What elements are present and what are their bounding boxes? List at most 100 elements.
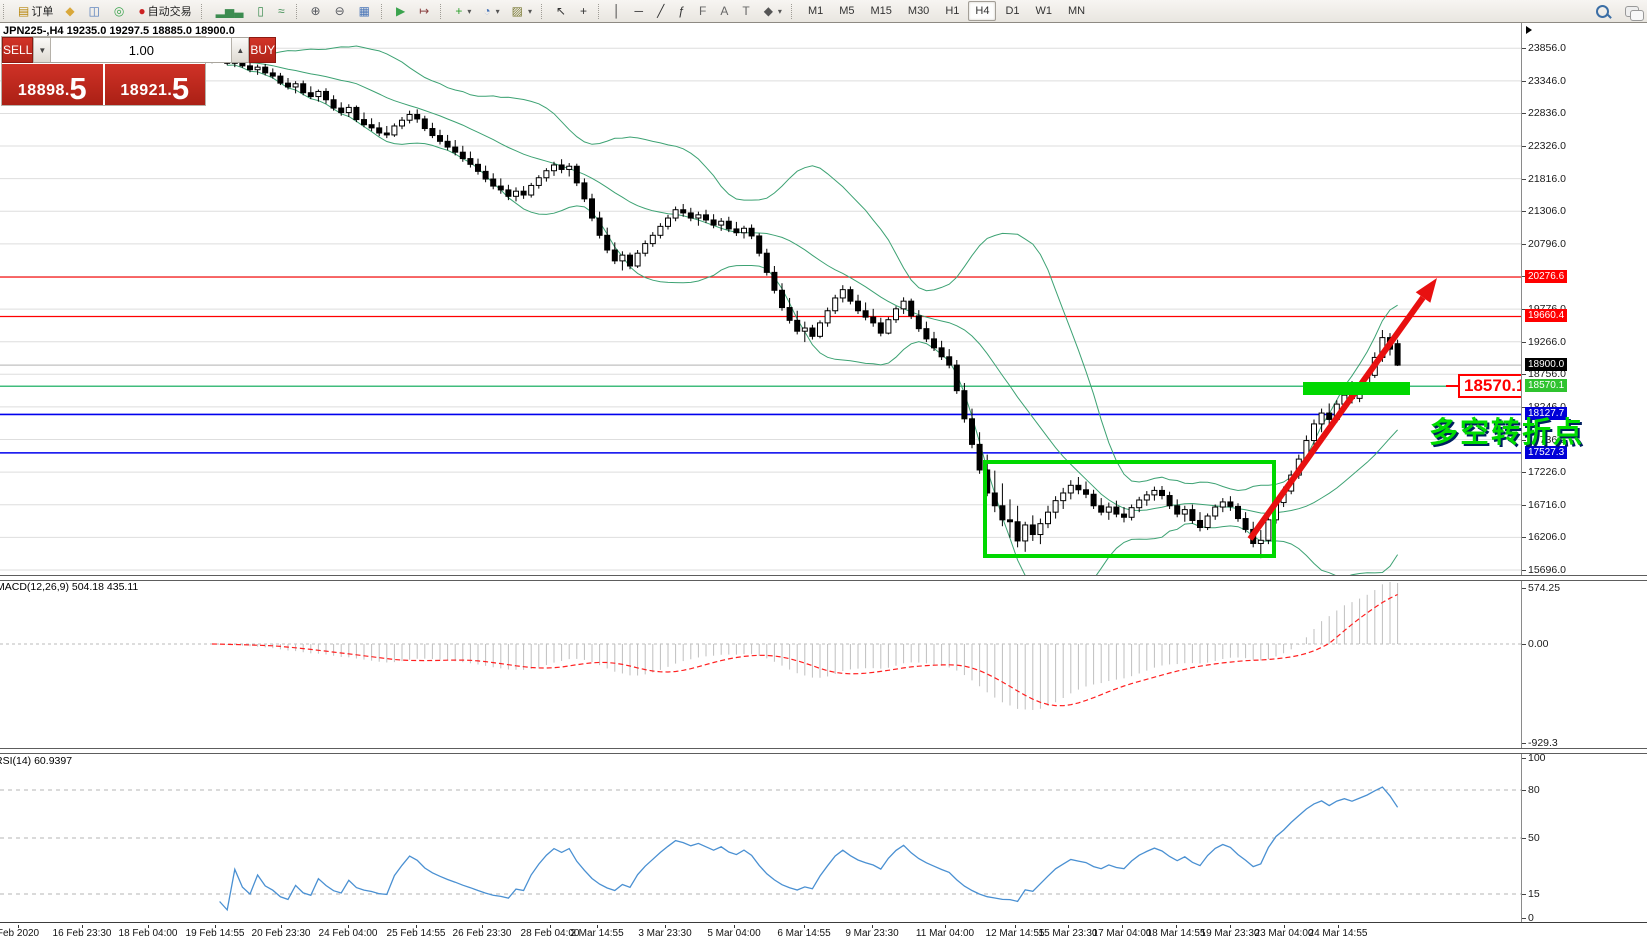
- bar-chart-button[interactable]: ▂▅▃: [211, 1, 251, 22]
- date-tick: [1230, 925, 1231, 928]
- axis-tick-mark: [1522, 276, 1526, 278]
- market-watch-icon: ◫: [88, 4, 100, 18]
- volume-input[interactable]: [51, 38, 232, 62]
- date-label: 3 Mar 23:30: [638, 928, 692, 939]
- price-badge-18127.7: 18127.7: [1525, 407, 1568, 421]
- new-order-button[interactable]: ▤ 订单: [13, 1, 58, 22]
- timeframe-mn[interactable]: MN: [1068, 5, 1086, 17]
- shapes-icon: ◆: [763, 4, 773, 18]
- timeframe-h1[interactable]: H1: [945, 5, 960, 17]
- toolbar-group: ▂▅▃ ▯ ≈: [210, 0, 293, 22]
- text-button[interactable]: A: [715, 1, 735, 22]
- panel-splitter[interactable]: [0, 748, 1647, 754]
- macd-indicator-label: MACD(12,26,9) 504.18 435.11: [0, 581, 139, 593]
- price-tick-label: 21816.0: [1528, 172, 1566, 185]
- panel-splitter[interactable]: [0, 575, 1647, 581]
- search-icon[interactable]: [1596, 4, 1609, 18]
- zoom-out-button[interactable]: ⊖: [330, 1, 352, 22]
- timeframe-m5[interactable]: M5: [839, 5, 855, 17]
- volume-decrease-button[interactable]: ▼: [33, 38, 52, 62]
- macd-panel[interactable]: [0, 579, 1521, 748]
- zoom-in-icon: ⊕: [310, 4, 321, 18]
- date-label: 18 Mar 14:55: [1146, 928, 1206, 939]
- date-tick: [148, 925, 149, 928]
- autotrading-button[interactable]: ● 自动交易: [133, 1, 196, 22]
- fibo-fan-button[interactable]: F: [694, 1, 713, 22]
- vertical-line-button[interactable]: │: [608, 1, 628, 22]
- market-watch-button[interactable]: ◫: [84, 1, 107, 22]
- templates-button[interactable]: ▨ ▾: [507, 1, 537, 22]
- scroll-to-end-marker[interactable]: [1526, 26, 1532, 34]
- axis-tick-mark: [1522, 790, 1526, 791]
- fibo-retracement-button[interactable]: ƒ: [673, 1, 692, 22]
- date-label: 17 Mar 04:00: [1092, 928, 1152, 939]
- sell-button[interactable]: SELL: [2, 37, 34, 63]
- signals-button[interactable]: ◎: [109, 1, 131, 22]
- horizontal-line-button[interactable]: ─: [630, 1, 651, 22]
- toolbar-group: │ ─ ╱ ƒ F A T ◆ ▾: [607, 0, 788, 22]
- turning-point-note[interactable]: 多空转折点: [1429, 417, 1585, 449]
- trendline-icon: ╱: [657, 4, 665, 18]
- toolbar-group: + ▾ ◔ ▾ ▨ ▾: [449, 0, 538, 22]
- new-order-button-label: 订单: [31, 6, 54, 18]
- zoom-in-button[interactable]: ⊕: [306, 1, 328, 22]
- axis-tick-mark: [1522, 80, 1526, 82]
- autotrading-button-label: 自动交易: [147, 6, 192, 18]
- timeframe-w1[interactable]: W1: [1035, 5, 1053, 17]
- one-click-trading-panel: SELL ▼ ▲ BUY 18898.5 18921.5: [1, 36, 277, 106]
- date-label: 24 Feb 04:00: [318, 928, 378, 939]
- date-label: 15 Mar 23:30: [1038, 928, 1098, 939]
- axis-tick-mark: [1522, 309, 1526, 311]
- price-tick-label: 18756.0: [1528, 368, 1566, 381]
- timeframe-m15[interactable]: M15: [870, 5, 892, 17]
- rsi-line: [219, 786, 1399, 912]
- buy-button-label: BUY: [250, 43, 276, 57]
- text-label-button[interactable]: T: [737, 1, 756, 22]
- rsi-panel[interactable]: [0, 753, 1521, 922]
- axis-tick-mark: [1522, 374, 1526, 376]
- indicators-button[interactable]: + ▾: [450, 1, 476, 22]
- volume-increase-button[interactable]: ▲: [231, 38, 250, 62]
- rsi-tick-label: 0: [1528, 912, 1534, 924]
- volume-spinner: ▼ ▲: [33, 37, 250, 63]
- candlestick-chart[interactable]: [0, 23, 1521, 575]
- date-tick: [281, 925, 282, 928]
- timeframe-d1[interactable]: D1: [1005, 5, 1020, 17]
- axis-tick-mark: [1522, 644, 1526, 645]
- axis-tick-mark: [1522, 758, 1526, 759]
- crosshair-button[interactable]: +: [575, 1, 594, 22]
- toolbar-separator: [598, 3, 603, 19]
- support-highlight-bar[interactable]: [1303, 382, 1410, 395]
- axis-tick-mark: [1522, 243, 1526, 245]
- order-cube-button[interactable]: ◆: [60, 1, 81, 22]
- timeframe-m1[interactable]: M1: [807, 5, 824, 17]
- timeframe-h4[interactable]: H4: [968, 1, 997, 21]
- line-chart-button[interactable]: ≈: [273, 1, 292, 22]
- chart-title: JPN225-,H4 19235.0 19297.5 18885.0 18900…: [3, 25, 235, 37]
- date-tick: [550, 925, 551, 928]
- consolidation-box-annotation[interactable]: [983, 460, 1276, 558]
- trendline-button[interactable]: ╱: [652, 1, 671, 22]
- axis-tick-mark: [1522, 472, 1526, 474]
- chart-shift-button[interactable]: ↦: [414, 1, 436, 22]
- fibo-retracement-icon: ƒ: [678, 4, 685, 18]
- date-label: 18 Feb 04:00: [118, 928, 178, 939]
- axis-tick-mark: [1522, 537, 1526, 539]
- auto-scroll-button[interactable]: ▶: [391, 1, 412, 22]
- date-tick: [82, 925, 83, 928]
- toolbar-group: ▶ ↦: [390, 0, 437, 22]
- sell-price-box[interactable]: 18898. 5: [2, 64, 103, 105]
- buy-price-box[interactable]: 18921. 5: [104, 64, 205, 105]
- periods-button[interactable]: ◔ ▾: [478, 1, 504, 22]
- tile-windows-button[interactable]: ▦: [354, 1, 377, 22]
- chart-shift-icon: ↦: [419, 4, 430, 18]
- timeframe-m30[interactable]: M30: [907, 5, 930, 17]
- candlestick-chart-button[interactable]: ▯: [252, 1, 271, 22]
- buy-button[interactable]: BUY: [249, 37, 277, 63]
- cursor-button[interactable]: ↖: [551, 1, 573, 22]
- chat-icon[interactable]: [1625, 5, 1644, 21]
- text-icon: A: [720, 4, 729, 18]
- shapes-button[interactable]: ◆ ▾: [759, 1, 787, 22]
- axis-tick-mark: [1522, 146, 1526, 148]
- horizontal-level-lines[interactable]: [0, 276, 1521, 454]
